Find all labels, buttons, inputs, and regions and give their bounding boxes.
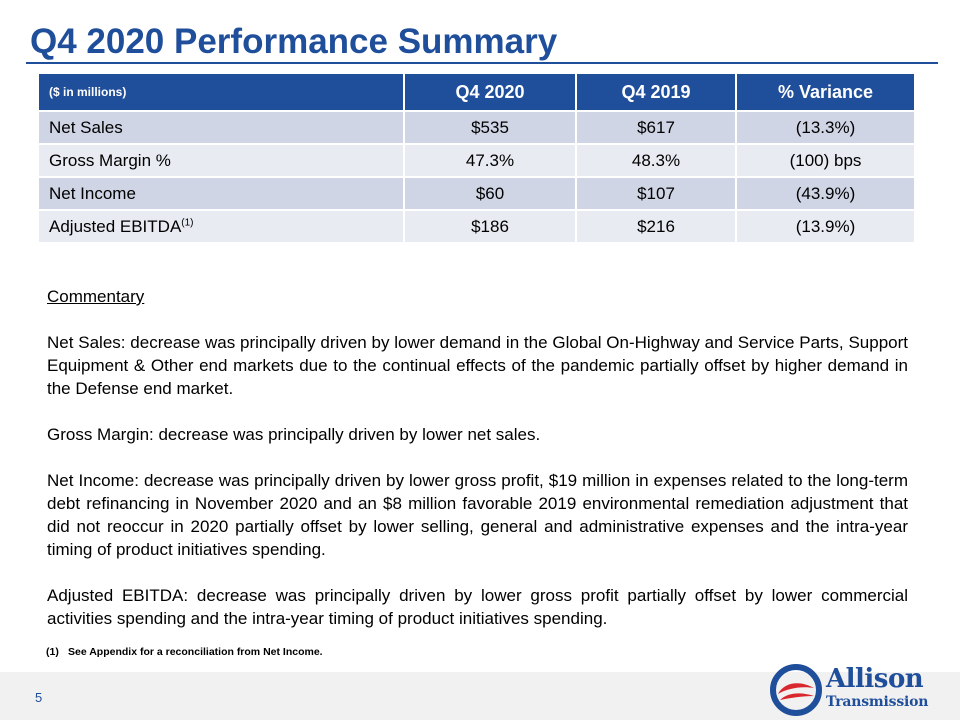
footnote-marker: (1) (181, 216, 194, 228)
logo-line2: Transmission (826, 694, 929, 710)
commentary-heading: Commentary (47, 287, 145, 306)
cell-q4-2020: $535 (403, 110, 577, 145)
performance-table: ($ in millions) Q4 2020 Q4 2019 % Varian… (37, 72, 916, 244)
table-row: Net Income $60 $107 (43.9%) (37, 176, 916, 211)
footnote: (1) See Appendix for a reconciliation fro… (46, 646, 323, 658)
cell-q4-2019: $107 (575, 176, 737, 211)
row-label: Net Sales (37, 110, 405, 145)
header-q4-2020: Q4 2020 (403, 72, 577, 112)
page-title: Q4 2020 Performance Summary (30, 22, 558, 61)
title-divider (26, 62, 938, 64)
table-row: Adjusted EBITDA(1) $186 $216 (13.9%) (37, 209, 916, 244)
cell-variance: (100) bps (735, 143, 916, 178)
commentary-section: Commentary Net Sales: decrease was princ… (47, 285, 908, 630)
header-variance: % Variance (735, 72, 916, 112)
page-number: 5 (35, 690, 43, 705)
allison-logo: Allison Transmission (770, 664, 942, 716)
table-row: Net Sales $535 $617 (13.3%) (37, 110, 916, 145)
cell-q4-2019: 48.3% (575, 143, 737, 178)
header-q4-2019: Q4 2019 (575, 72, 737, 112)
row-label: Gross Margin % (37, 143, 405, 178)
commentary-paragraph-net-income: Net Income: decrease was principally dri… (47, 471, 908, 559)
cell-q4-2020: $186 (403, 209, 577, 244)
table-row: Gross Margin % 47.3% 48.3% (100) bps (37, 143, 916, 178)
table-header-row: ($ in millions) Q4 2020 Q4 2019 % Varian… (37, 72, 916, 112)
cell-q4-2020: 47.3% (403, 143, 577, 178)
cell-variance: (13.3%) (735, 110, 916, 145)
row-label: Adjusted EBITDA(1) (37, 209, 405, 244)
cell-variance: (13.9%) (735, 209, 916, 244)
row-label: Net Income (37, 176, 405, 211)
footnote-number: (1) (46, 646, 59, 658)
commentary-paragraph-adjusted-ebitda: Adjusted EBITDA: decrease was principall… (47, 586, 908, 628)
logo-line1: Allison (826, 664, 924, 694)
cell-q4-2019: $617 (575, 110, 737, 145)
allison-swoosh-logo-icon (770, 664, 822, 716)
cell-q4-2020: $60 (403, 176, 577, 211)
commentary-paragraph-net-sales: Net Sales: decrease was principally driv… (47, 333, 908, 398)
commentary-paragraph-gross-margin: Gross Margin: decrease was principally d… (47, 425, 541, 444)
cell-q4-2019: $216 (575, 209, 737, 244)
header-units: ($ in millions) (37, 72, 405, 112)
footnote-text: See Appendix for a reconciliation from N… (68, 646, 323, 658)
cell-variance: (43.9%) (735, 176, 916, 211)
logo-wordmark: Allison Transmission (826, 664, 928, 710)
